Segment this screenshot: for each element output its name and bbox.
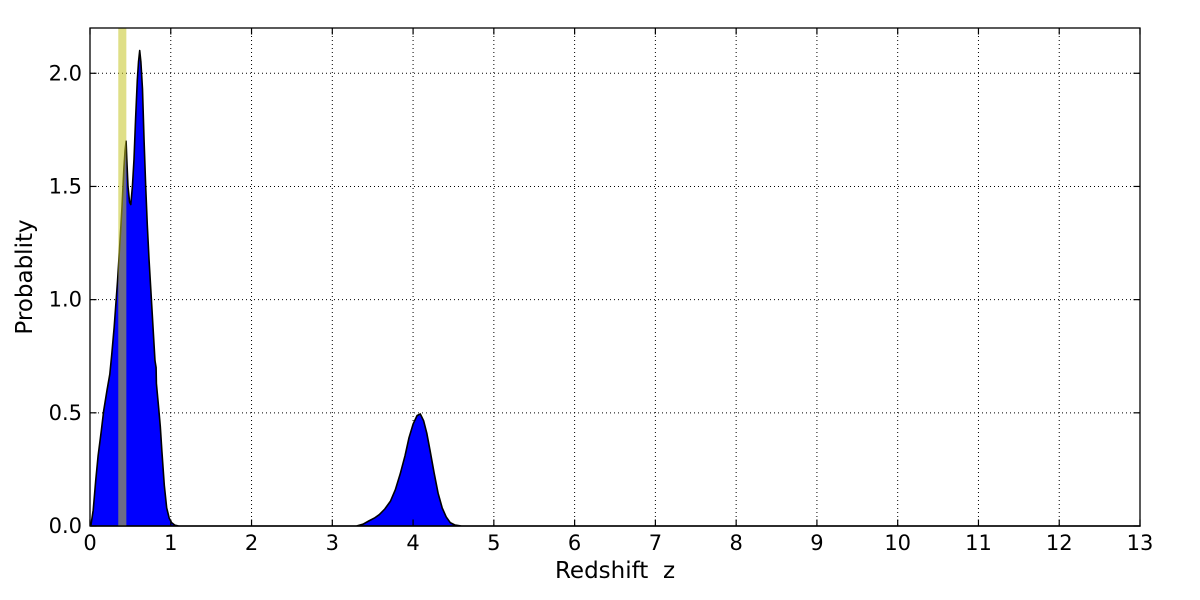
x-tick-label: 13: [1127, 531, 1154, 555]
x-tick-label: 3: [326, 531, 339, 555]
highlight-band: [118, 28, 127, 526]
y-tick-label: 1.5: [49, 174, 82, 198]
tick-marks: [89, 28, 1141, 527]
x-tick-label: 0: [83, 531, 96, 555]
x-tick-label: 1: [164, 531, 177, 555]
x-tick-label: 10: [884, 531, 911, 555]
y-tick-labels: 0.0 0.5 1.0 1.5 2.0: [49, 61, 82, 538]
y-tick-label: 2.0: [49, 61, 82, 85]
x-tick-label: 5: [487, 531, 500, 555]
x-tick-label: 12: [1046, 531, 1073, 555]
x-tick-label: 7: [649, 531, 662, 555]
x-tick-label: 2: [245, 531, 258, 555]
axis-frame: [89, 27, 1141, 527]
x-tick-label: 8: [729, 531, 742, 555]
x-tick-label: 6: [568, 531, 581, 555]
x-axis-label: Redshift z: [555, 558, 675, 584]
y-axis-label: Probablity: [12, 219, 38, 334]
gridlines: [90, 28, 1140, 526]
y-tick-label: 1.0: [49, 288, 82, 312]
x-tick-label: 11: [965, 531, 992, 555]
y-tick-label: 0.5: [49, 401, 82, 425]
plot-area: [90, 28, 1140, 526]
y-tick-label: 0.0: [49, 514, 82, 538]
x-tick-labels: 0 1 2 3 4 5 6 7 8 9 10 11 12 13: [83, 531, 1153, 555]
x-tick-label: 4: [406, 531, 419, 555]
x-tick-label: 9: [810, 531, 823, 555]
